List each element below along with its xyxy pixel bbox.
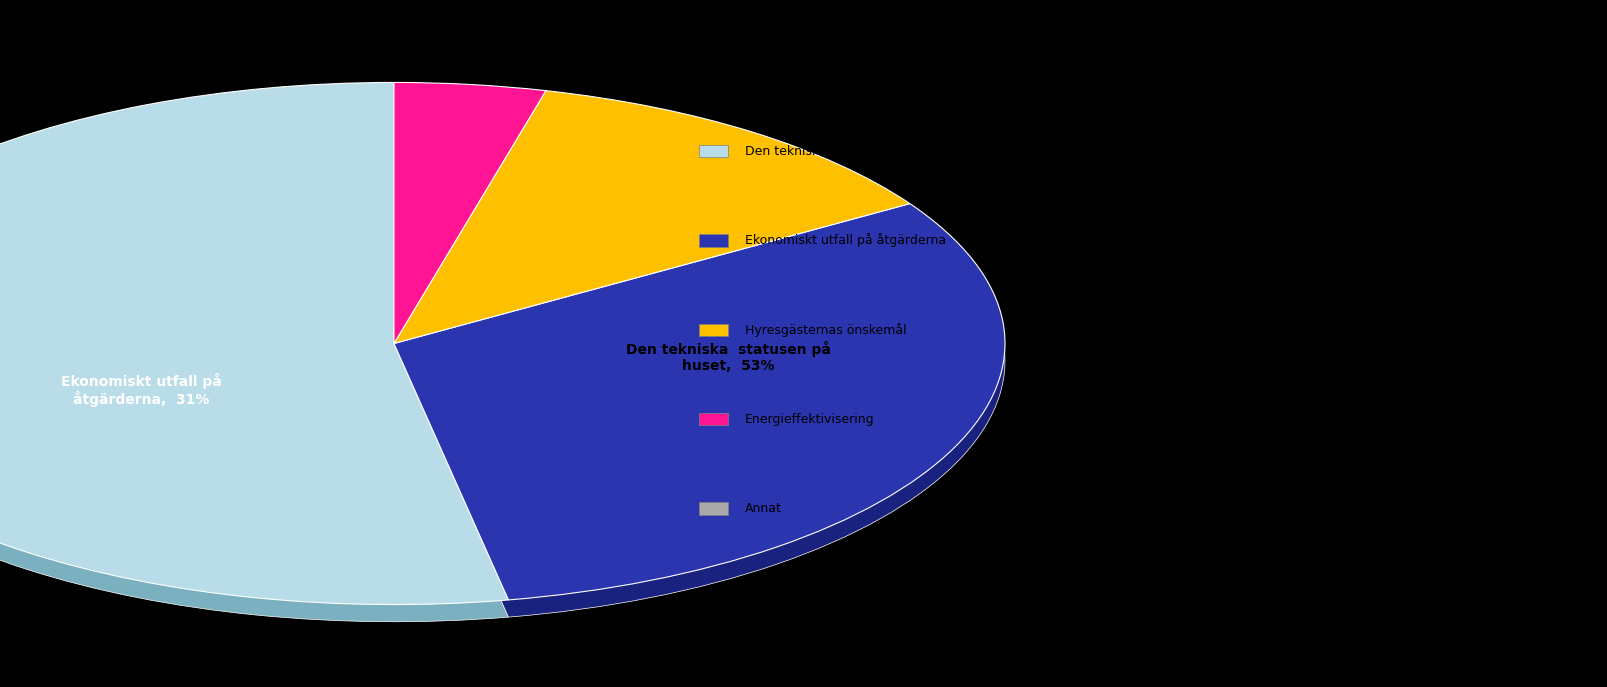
Wedge shape: [394, 221, 1004, 617]
Text: Ekonomiskt utfall på
åtgärderna,  31%: Ekonomiskt utfall på åtgärderna, 31%: [61, 373, 222, 407]
FancyBboxPatch shape: [699, 324, 728, 336]
FancyBboxPatch shape: [699, 502, 728, 515]
Wedge shape: [394, 108, 910, 361]
Text: Hyresgästernas önskemål: Hyresgästernas önskemål: [744, 323, 906, 337]
Text: Annat: Annat: [744, 502, 781, 515]
Wedge shape: [394, 100, 546, 361]
Wedge shape: [394, 82, 546, 344]
Text: Ekonomiskt utfall på åtgärderna: Ekonomiskt utfall på åtgärderna: [744, 234, 945, 247]
Wedge shape: [394, 91, 910, 344]
FancyBboxPatch shape: [699, 145, 728, 157]
Wedge shape: [0, 100, 508, 622]
FancyBboxPatch shape: [699, 413, 728, 425]
FancyBboxPatch shape: [699, 234, 728, 247]
Wedge shape: [0, 82, 508, 605]
Text: Den tekniska statusen på huset: Den tekniska statusen på huset: [744, 144, 942, 158]
Text: Den tekniska  statusen på
huset,  53%: Den tekniska statusen på huset, 53%: [625, 341, 831, 373]
Text: Energieffektivisering: Energieffektivisering: [744, 413, 874, 425]
Wedge shape: [394, 203, 1004, 600]
